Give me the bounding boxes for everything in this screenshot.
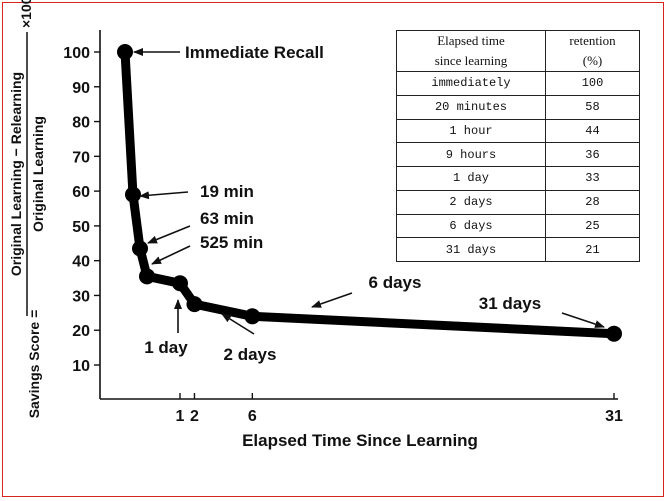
retention-cell: 100 [545, 71, 640, 96]
y-axis-prefix: Savings Score = [26, 310, 42, 419]
y-tick-label: 10 [72, 358, 90, 375]
x-tick-label: 6 [248, 408, 257, 425]
y-tick-label: 60 [72, 184, 90, 201]
y-tick-label: 100 [63, 45, 90, 62]
retention-table: Elapsed time since learning retention (%… [396, 30, 640, 262]
data-point [139, 268, 155, 285]
header-retention-line-1: retention [569, 33, 616, 48]
y-tick-label: 30 [72, 288, 90, 305]
retention-cell: 21 [545, 237, 640, 262]
x-tick-label: 1 [176, 408, 185, 425]
y-tick-label: 50 [72, 219, 90, 236]
table-row: 6 days 25 [396, 213, 640, 239]
annotation-arrow [221, 313, 255, 335]
retention-cell: 36 [545, 142, 640, 167]
annotation-label: 31 days [479, 294, 541, 313]
axes [99, 30, 618, 400]
y-tick-label: 40 [72, 254, 90, 271]
table-row: immediately 100 [396, 71, 640, 96]
y-tick-label: 70 [72, 149, 90, 166]
elapsed-cell: 9 hours [396, 142, 546, 167]
annotation-label: 525 min [200, 233, 263, 252]
retention-curve [120, 47, 619, 339]
series-points [117, 44, 622, 342]
retention-cell: 28 [545, 189, 640, 215]
annotation-label: 2 days [224, 345, 277, 364]
data-point [244, 308, 261, 325]
y-axis-title: Savings Score = Original Learning − Rele… [8, 0, 46, 418]
retention-cell: 44 [545, 118, 640, 144]
header-elapsed-line-2: since learning [434, 53, 508, 68]
figure-frame [2, 2, 664, 497]
annotation-label: 63 min [200, 209, 254, 228]
elapsed-cell: 1 day [396, 166, 546, 191]
x-axis-title: Elapsed Time Since Learning [242, 431, 478, 450]
data-point [172, 275, 188, 292]
y-axis-denominator: Original Learning [30, 116, 46, 232]
annotation-arrow [561, 312, 605, 328]
retention-cell: 58 [545, 94, 640, 120]
annotation-arrow [151, 245, 191, 265]
retention-cell: 33 [545, 166, 640, 191]
elapsed-cell: 6 days [396, 213, 546, 239]
data-point [117, 44, 133, 60]
elapsed-cell: 2 days [396, 189, 546, 215]
series-line [120, 47, 619, 339]
data-point [606, 325, 622, 342]
elapsed-cell: immediately [396, 71, 546, 96]
y-tick-label: 80 [72, 115, 90, 132]
header-retention-line-2: (%) [582, 53, 603, 68]
y-axis-multiplier: ×100 [18, 0, 34, 28]
ticks: 10 20 30 40 50 60 70 80 90 100 1 2 6 31 [63, 45, 623, 425]
annotation-label: 1 day [144, 338, 188, 357]
x-tick-label: 31 [605, 408, 623, 425]
elapsed-cell: 31 days [396, 237, 546, 262]
annotation-label: 6 days [369, 273, 422, 292]
y-axis-numerator: Original Learning − Relearning [8, 72, 24, 276]
table-row: 1 day 33 [396, 166, 640, 191]
header-elapsed-time: Elapsed time since learning [396, 30, 546, 72]
table-row: 9 hours 36 [396, 142, 640, 167]
table-row: 20 minutes 58 [396, 94, 640, 120]
x-tick-label: 2 [190, 408, 199, 425]
y-tick-label: 20 [72, 323, 90, 340]
table-row: 1 hour 44 [396, 118, 640, 144]
annotation-arrow [139, 191, 189, 200]
data-point [132, 240, 148, 257]
data-point [186, 296, 203, 313]
table-header-row: Elapsed time since learning retention (%… [396, 30, 640, 72]
table-row: 31 days 21 [396, 237, 640, 262]
annotation-arrow [147, 225, 191, 244]
data-point [125, 186, 141, 203]
header-elapsed-line-1: Elapsed time [437, 33, 505, 48]
annotation-label: Immediate Recall [185, 43, 324, 62]
elapsed-cell: 20 minutes [396, 94, 546, 120]
header-retention: retention (%) [545, 30, 640, 72]
table-row: 2 days 28 [396, 189, 640, 215]
elapsed-cell: 1 hour [396, 118, 546, 144]
retention-cell: 25 [545, 213, 640, 239]
annotations: Immediate Recall 19 min 63 min 525 min 1 day… [133, 43, 605, 364]
y-tick-label: 90 [72, 80, 90, 97]
annotation-label: 19 min [200, 182, 254, 201]
annotation-arrow [311, 292, 353, 308]
